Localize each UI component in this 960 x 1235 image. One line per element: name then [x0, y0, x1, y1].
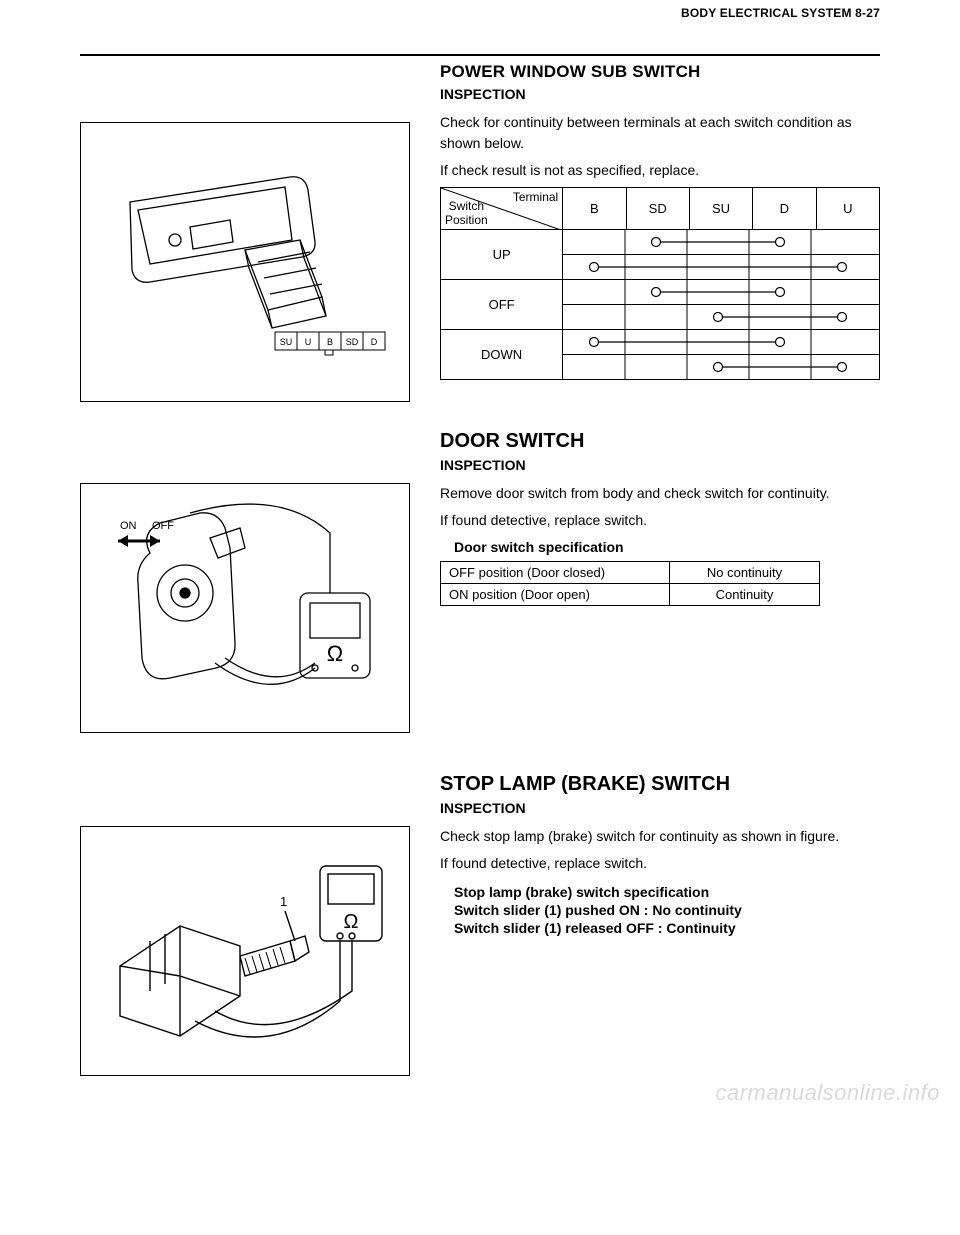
col-d: D: [753, 188, 816, 230]
conn-cell: [563, 255, 880, 280]
section3-subtitle: INSPECTION: [440, 800, 880, 816]
ohm-icon: Ω: [344, 911, 359, 933]
col-b: B: [563, 188, 626, 230]
section3-title: STOP LAMP (BRAKE) SWITCH: [440, 773, 880, 796]
term-su: SU: [280, 337, 293, 347]
stop-spec-1: Stop lamp (brake) switch specification: [454, 884, 880, 900]
stop-spec-3: Switch slider (1) released OFF : Continu…: [454, 920, 880, 936]
conn-cell: [563, 305, 880, 330]
conn-cell: [563, 280, 880, 305]
section2-title: DOOR SWITCH: [440, 430, 880, 453]
callout-1: 1: [280, 894, 287, 909]
term-u: U: [305, 337, 312, 347]
header-rule: [80, 54, 880, 56]
col-u: U: [816, 188, 879, 230]
term-sd: SD: [346, 337, 359, 347]
term-d: D: [371, 337, 378, 347]
row-off: OFF: [441, 280, 563, 330]
continuity-table: TerminalSwitchPositionBSDSUDU UPOFFDOWN: [440, 187, 880, 380]
section1-title: POWER WINDOW SUB SWITCH: [440, 62, 880, 82]
section2-subtitle: INSPECTION: [440, 457, 880, 473]
conn-cell: [563, 230, 880, 255]
stop-spec-2: Switch slider (1) pushed ON : No continu…: [454, 902, 880, 918]
section3-p1: Check stop lamp (brake) switch for conti…: [440, 826, 880, 847]
term-b: B: [327, 337, 333, 347]
section1-p1: Check for continuity between terminals a…: [440, 112, 880, 154]
label-on: ON: [120, 520, 137, 532]
section1-p2: If check result is not as specified, rep…: [440, 160, 880, 181]
section1-subtitle: INSPECTION: [440, 86, 880, 102]
page: BODY ELECTRICAL SYSTEM 8-27 POWER WINDOW…: [0, 0, 960, 1116]
door-cond: OFF position (Door closed): [441, 562, 670, 584]
figure-door-switch: Ω ON OFF: [80, 483, 410, 733]
row-up: UP: [441, 230, 563, 280]
page-header: BODY ELECTRICAL SYSTEM 8-27: [681, 6, 880, 20]
label-off: OFF: [152, 520, 174, 532]
figure-stop-lamp-switch: Ω 1: [80, 826, 410, 1076]
col-su: SU: [689, 188, 752, 230]
door-result: Continuity: [670, 584, 820, 606]
ohm-icon: Ω: [327, 641, 343, 666]
conn-cell: [563, 330, 880, 355]
table-corner: TerminalSwitchPosition: [441, 188, 563, 230]
section2-p2: If found detective, replace switch.: [440, 510, 880, 531]
door-spec-label: Door switch specification: [454, 539, 880, 555]
watermark: carmanualsonline.info: [715, 1080, 940, 1106]
door-switch-table: OFF position (Door closed)No continuityO…: [440, 561, 820, 606]
section2-p1: Remove door switch from body and check s…: [440, 483, 880, 504]
figure-power-window-switch: SU U B SD D: [80, 122, 410, 402]
door-cond: ON position (Door open): [441, 584, 670, 606]
section3-p2: If found detective, replace switch.: [440, 853, 880, 874]
conn-cell: [563, 355, 880, 380]
col-sd: SD: [626, 188, 689, 230]
row-down: DOWN: [441, 330, 563, 380]
door-result: No continuity: [670, 562, 820, 584]
